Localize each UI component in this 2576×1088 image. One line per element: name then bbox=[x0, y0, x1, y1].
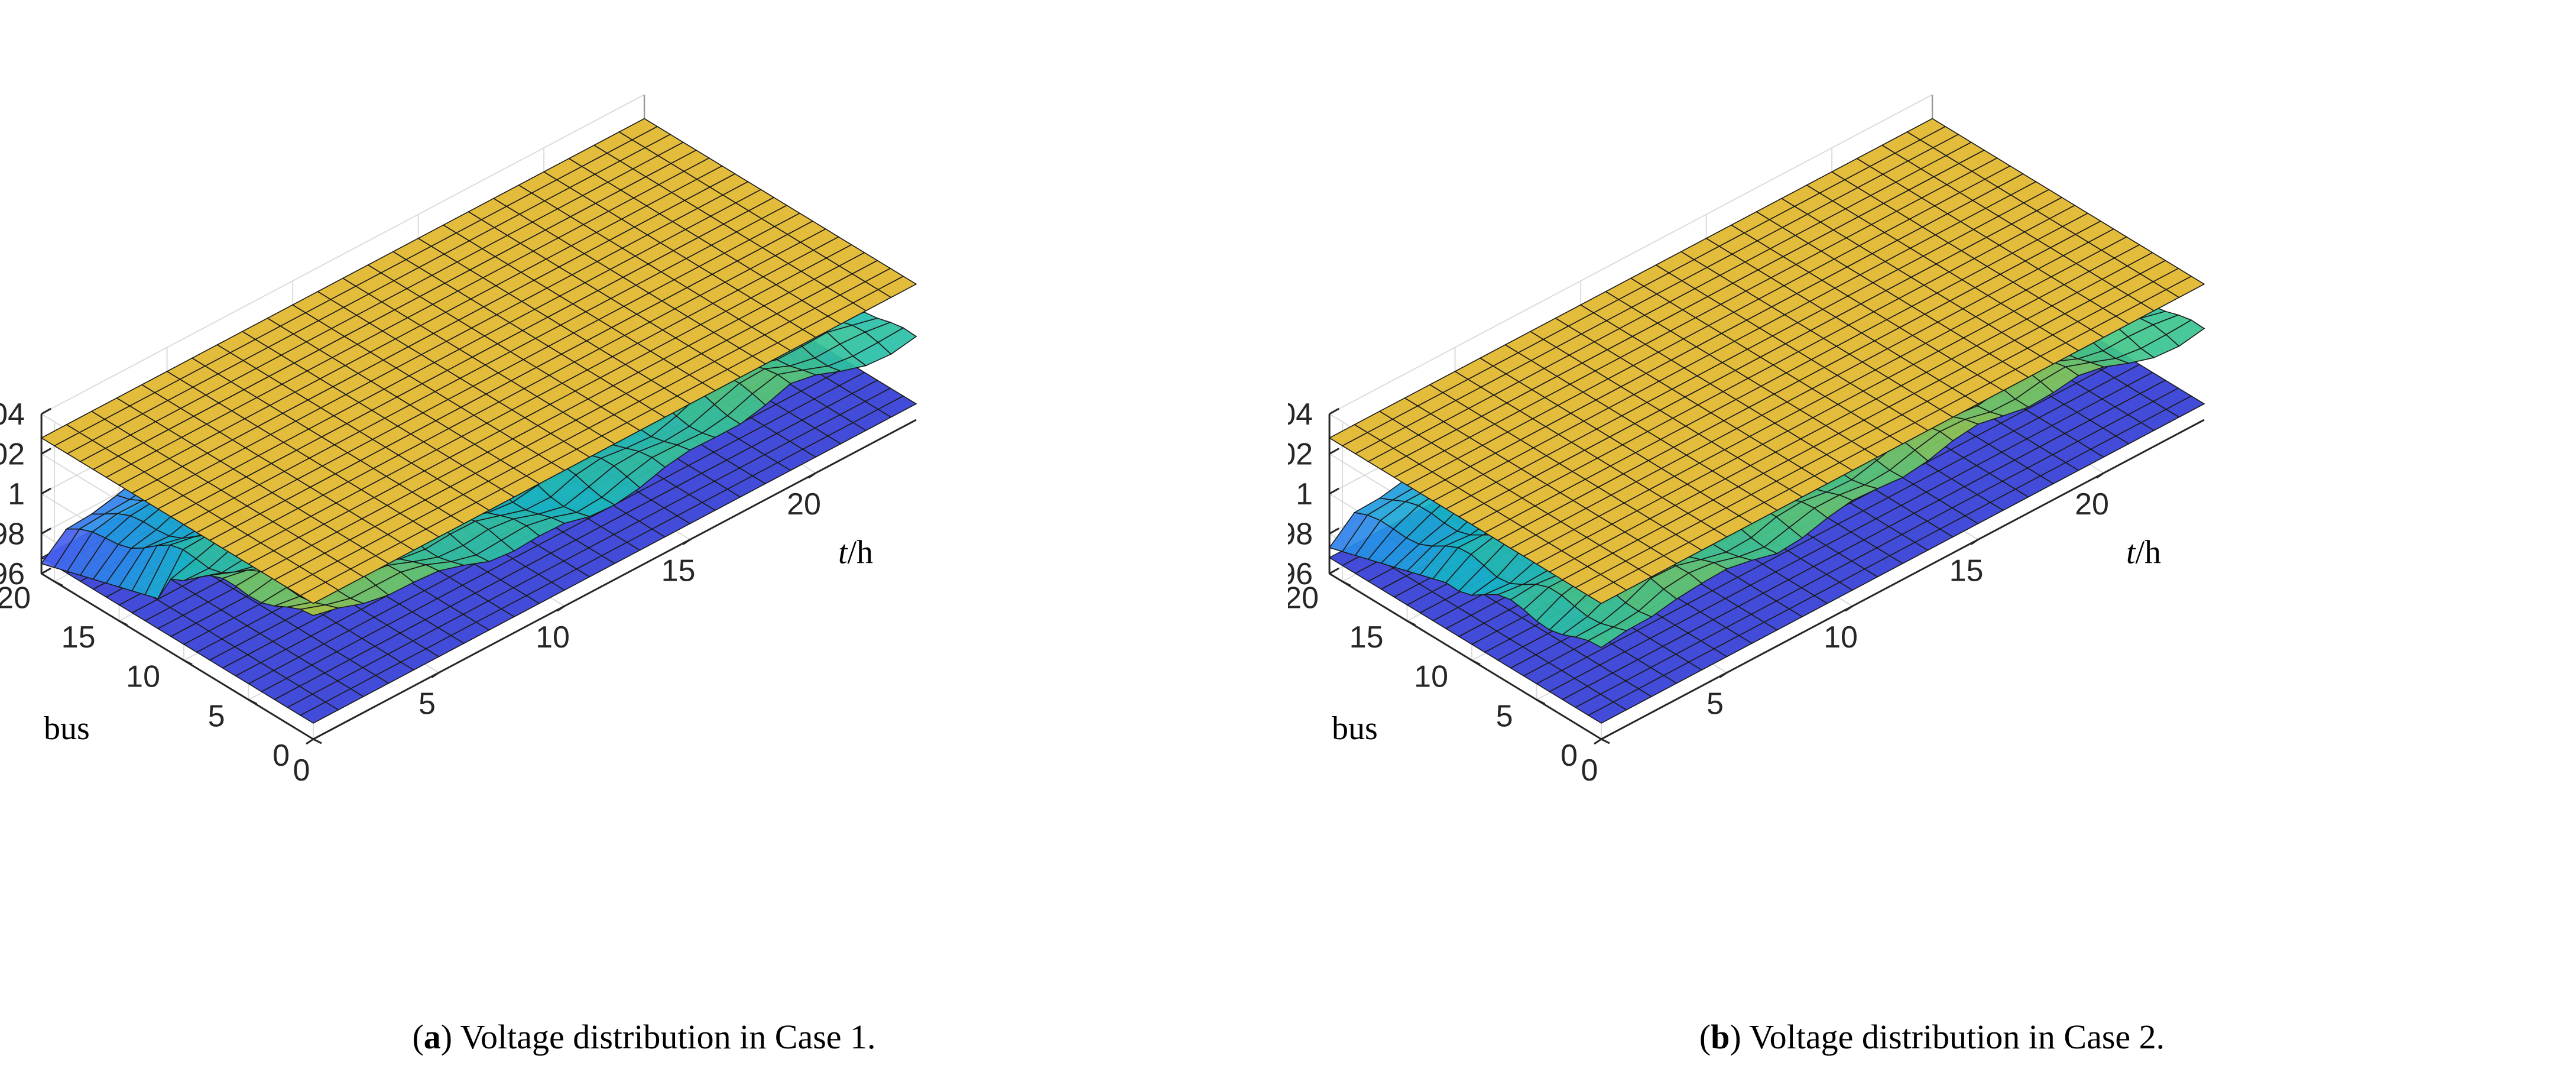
plot-b-y-tick-label-4: 20 bbox=[1288, 581, 1319, 615]
plot-b-y-axis-label: bus bbox=[1332, 710, 1378, 747]
plot-b-z-tick-1 bbox=[1329, 527, 1339, 535]
plot-b-x-tick-0 bbox=[1594, 738, 1602, 745]
plot-b-x-tick-label-2: 10 bbox=[1824, 620, 1858, 655]
caption-letter-b: b bbox=[1711, 1018, 1730, 1056]
plot-a-y-tick-label-2: 10 bbox=[126, 660, 160, 694]
plot-b-y-tick-label-2: 10 bbox=[1414, 660, 1448, 694]
caption-text-a: Voltage distribution in Case 1. bbox=[460, 1018, 876, 1056]
plot-b-surface-cell bbox=[2165, 319, 2205, 347]
plot-b-y-tick-2 bbox=[1471, 659, 1481, 666]
plot-a-z-tick-2 bbox=[41, 487, 51, 495]
plot-b-y-tick-4 bbox=[1342, 581, 1351, 587]
plot-b-z-tick-label-0: 0.96 bbox=[1288, 557, 1313, 591]
plot-b-z-tick-label-2: 1 bbox=[1296, 477, 1313, 511]
plot-a-x-tick-label-4: 20 bbox=[787, 487, 821, 522]
plot-a-x-tick-1 bbox=[431, 672, 440, 678]
plot-b-upper-limit-plane bbox=[1328, 118, 2205, 604]
plot-b-x-tick-2 bbox=[1845, 605, 1853, 612]
plot-b-x-tick-label-3: 15 bbox=[1949, 554, 1984, 588]
plot-a-upper-limit-plane-cell bbox=[618, 118, 658, 141]
plot-b-z-tick-4 bbox=[1329, 407, 1339, 415]
plot-b-y-tick-label-3: 15 bbox=[1349, 620, 1384, 655]
plot-b-x-tick-3 bbox=[1970, 539, 1979, 545]
plot-b-x-tick-1 bbox=[1719, 672, 1728, 678]
plot-a-x-tick-label-2: 10 bbox=[536, 620, 570, 655]
plot-b-z-tick-label-3: 1.02 bbox=[1288, 438, 1313, 472]
plot-a-x-tick-label-1: 5 bbox=[418, 687, 436, 721]
plot-a-y-tick-0 bbox=[313, 738, 322, 744]
plot-a-z-tick-label-1: 0.98 bbox=[0, 517, 25, 552]
plot-b-axes bbox=[1328, 407, 2205, 745]
plot-b-z-tick-0 bbox=[1329, 567, 1339, 575]
plot-a-z-tick-1 bbox=[41, 527, 51, 535]
plot-a-z-tick-label-0: 0.96 bbox=[0, 557, 25, 591]
plot-a-y-tick-label-1: 5 bbox=[208, 699, 225, 733]
plot-a-z-tick-label-4: 1.04 bbox=[0, 397, 25, 432]
surface-plot-a: 05101520051015200.960.9811.021.04t/hbusU… bbox=[0, 94, 917, 788]
plot-a-upper-limit-plane bbox=[40, 118, 917, 604]
plot-b-x-tick-4 bbox=[2096, 472, 2104, 479]
plot-a-y-tick-label-4: 20 bbox=[0, 581, 31, 615]
plot-a-z-tick-label-3: 1.02 bbox=[0, 438, 25, 472]
plot-a-y-tick-4 bbox=[54, 581, 63, 587]
plot-b-x-tick-label-4: 20 bbox=[2075, 487, 2109, 522]
plot-a-y-tick-1 bbox=[248, 699, 258, 705]
plot-a-x-axis-label: t/h bbox=[838, 535, 873, 571]
plot-b-z-tick-label-1: 0.98 bbox=[1288, 517, 1313, 552]
plot-a-z-tick-0 bbox=[41, 567, 51, 575]
plot-a-z-tick-label-2: 1 bbox=[8, 477, 25, 511]
plot-a-surface-cell bbox=[877, 327, 917, 355]
plot-a-y-tick-label-3: 15 bbox=[61, 620, 96, 655]
plot-a-axes bbox=[40, 407, 917, 745]
plot-a-y-tick-3 bbox=[118, 620, 128, 626]
plot-a-z-tick-3 bbox=[41, 448, 51, 455]
plot-b-upper-limit-plane-cell bbox=[1906, 118, 1946, 141]
plot-b-z-tick-label-4: 1.04 bbox=[1288, 397, 1313, 432]
plot-a-x-tick-0 bbox=[306, 738, 314, 745]
chart-panel-b: 05101520051015200.960.9811.021.04t/hbusU… bbox=[1288, 0, 2576, 1088]
plot-a-y-axis-label: bus bbox=[44, 710, 90, 747]
plot-a-x-tick-2 bbox=[557, 605, 565, 612]
chart-panel-a: 05101520051015200.960.9811.021.04t/hbusU… bbox=[0, 94, 917, 1056]
plot-a-x-tick-3 bbox=[682, 539, 691, 545]
plot-a-y-axis-line bbox=[41, 572, 314, 740]
plot-a-y-tick-2 bbox=[183, 659, 193, 666]
plot-b-y-tick-label-1: 5 bbox=[1496, 699, 1513, 733]
plot-b-x-tick-label-1: 5 bbox=[1706, 687, 1724, 721]
caption-letter-a: a bbox=[423, 1018, 441, 1056]
plot-b-x-tick-label-0: 0 bbox=[1581, 753, 1598, 788]
plot-b-z-tick-2 bbox=[1329, 487, 1339, 495]
caption-b: (b) Voltage distribution in Case 2. bbox=[1699, 1018, 2165, 1056]
caption-a: (a) Voltage distribution in Case 1. bbox=[412, 1018, 876, 1056]
plot-b-y-tick-3 bbox=[1406, 620, 1416, 626]
plot-a-x-tick-label-0: 0 bbox=[293, 753, 310, 788]
plot-a-x-tick-label-3: 15 bbox=[661, 554, 696, 588]
caption-text-b: Voltage distribution in Case 2. bbox=[1749, 1018, 2165, 1056]
plot-b-y-axis-line bbox=[1329, 572, 1602, 740]
plot-a-z-tick-4 bbox=[41, 407, 51, 415]
plot-b-y-tick-label-0: 0 bbox=[1560, 739, 1578, 773]
plot-a-y-tick-label-0: 0 bbox=[272, 739, 290, 773]
plot-b-x-axis-label: t/h bbox=[2126, 535, 2161, 571]
plot-b-y-tick-1 bbox=[1536, 699, 1546, 705]
plot-a-x-tick-4 bbox=[808, 472, 816, 479]
surface-plot-b: 05101520051015200.960.9811.021.04t/hbusU… bbox=[1288, 94, 2205, 788]
plot-b-y-tick-0 bbox=[1601, 738, 1610, 744]
plot-b-z-tick-3 bbox=[1329, 448, 1339, 455]
